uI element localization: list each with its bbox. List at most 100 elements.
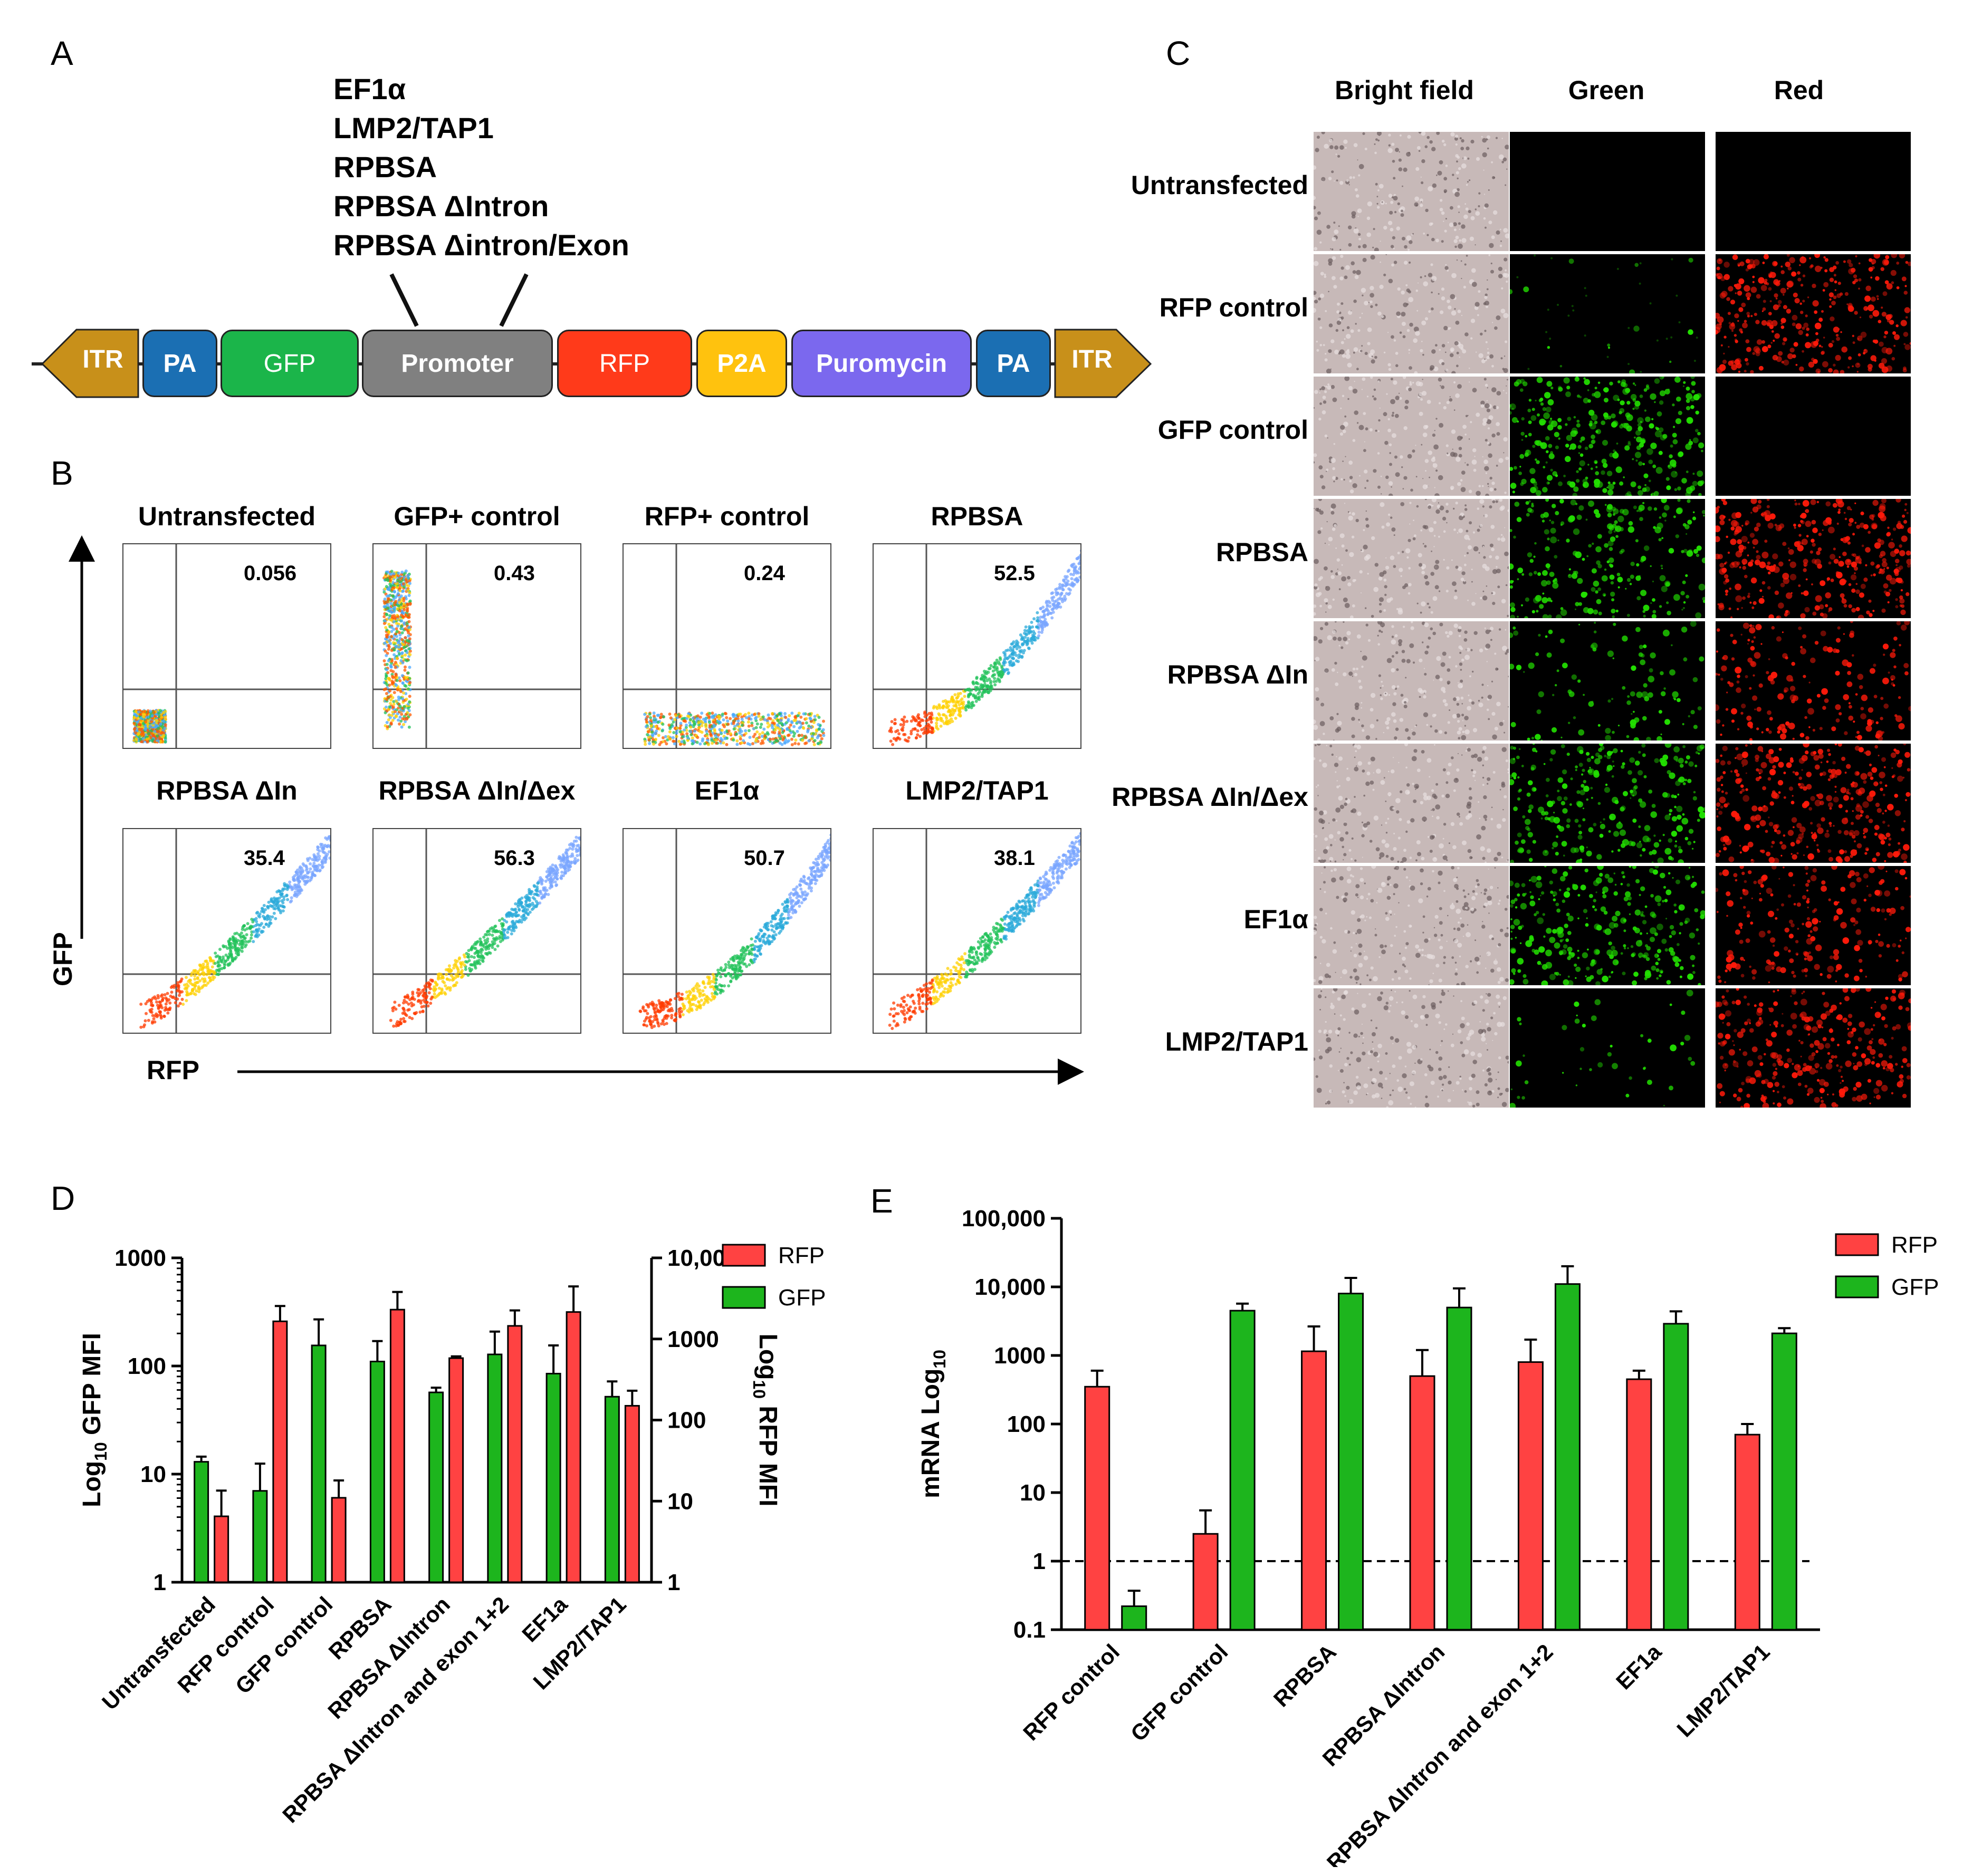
microscopy-image-red: [1713, 252, 1912, 376]
chart-d-ytick-left: 10: [140, 1461, 166, 1487]
p2a-segment: P2A: [696, 330, 787, 397]
chart-e-legend-gfp-swatch: [1835, 1275, 1879, 1298]
chart-d-bar-gfp: [369, 1361, 385, 1583]
rfp-segment: RFP: [557, 330, 692, 397]
microscopy-image-bright: [1313, 376, 1509, 498]
chart-d-legend-rfp-swatch: [722, 1244, 766, 1267]
microscopy-image-bright: [1311, 864, 1510, 987]
flow-x-axis-label: RFP: [147, 1055, 199, 1085]
chart-d-bar-gfp: [252, 1490, 268, 1583]
microscopy-image-green: [1508, 863, 1706, 987]
promoter-item: LMP2/TAP1: [333, 111, 494, 145]
pa-left: PA: [142, 330, 217, 397]
mic-col-red: Red: [1774, 75, 1824, 105]
panel-label-a: A: [51, 34, 73, 72]
chart-e-category-label: GFP control: [1126, 1639, 1233, 1746]
promoter-list: EF1α LMP2/TAP1 RPBSA RPBSA ΔIntron RPBSA…: [333, 70, 629, 265]
itr-right-shape: [1054, 329, 1152, 398]
chart-e-ytick: 10: [1020, 1480, 1046, 1506]
chart-e-category-label: RFP control: [1018, 1639, 1124, 1745]
microscopy-row-label: Untransfected: [1131, 170, 1308, 200]
flow-plot: [372, 828, 581, 1034]
chart-e-ylabel: mRNA Log10: [917, 1350, 949, 1498]
microscopy-image-bright: [1312, 497, 1510, 619]
chart-d-bar-rfp: [272, 1320, 288, 1583]
chart-d-bar-rfp: [624, 1404, 640, 1583]
chart-e-legend-gfp: GFP: [1891, 1274, 1939, 1300]
flow-percentage: 52.5: [994, 562, 1035, 585]
microscopy-image-bright: [1311, 253, 1509, 376]
flow-plot: [873, 543, 1081, 749]
flow-plot-title: GFP+ control: [394, 502, 560, 531]
chart-d-ytick-right: 10: [667, 1488, 693, 1514]
microscopy-row-label: RFP control: [1159, 293, 1308, 322]
mic-col-brightfield: Bright field: [1335, 75, 1474, 105]
mic-col-green: Green: [1568, 75, 1645, 105]
microscopy-row-label: EF1α: [1243, 905, 1308, 934]
chart-e-bar-rfp: [1192, 1533, 1219, 1631]
chart-d-ylabel-right: Log10 RFP MFI: [750, 1333, 782, 1506]
chart-e-ytick: 100: [1007, 1411, 1046, 1437]
flow-percentage: 38.1: [994, 846, 1035, 870]
chart-d-ytick-left: 1000: [114, 1245, 166, 1271]
puromycin-segment: Puromycin: [791, 330, 972, 397]
flow-plot: [122, 828, 331, 1034]
flow-plot: [372, 543, 581, 749]
flow-percentage: 50.7: [744, 846, 785, 870]
chart-e-category-label: EF1a: [1611, 1639, 1667, 1695]
microscopy-image-red: [1716, 377, 1911, 496]
chart-e-bar-gfp: [1338, 1293, 1364, 1631]
flow-plot-title: RFP+ control: [644, 502, 810, 531]
chart-e-bar-rfp: [1626, 1378, 1652, 1631]
flow-plot-title: EF1α: [694, 776, 760, 805]
chart-e-category-label: RPBSA ΔIntron and exon 1+2: [1322, 1639, 1558, 1867]
itr-right: ITR: [1071, 345, 1113, 373]
promoter-item: EF1α: [333, 72, 406, 105]
flow-plot: [623, 828, 831, 1034]
microscopy-image-green: [1507, 254, 1705, 376]
chart-e-category-label: RPBSA: [1269, 1639, 1341, 1711]
microscopy-image-green: [1508, 374, 1705, 498]
chart-e-ytick: 10,000: [974, 1274, 1046, 1300]
microscopy-row-label: RPBSA ΔIn: [1167, 660, 1308, 689]
chart-e-bar-gfp: [1663, 1323, 1689, 1631]
microscopy-image-bright: [1311, 620, 1510, 742]
panel-label-c: C: [1166, 34, 1191, 72]
chart-d-ytick-left: 1: [154, 1570, 166, 1595]
chart-e-bar-rfp: [1409, 1375, 1435, 1631]
chart-d-ytick-right: 1000: [667, 1326, 719, 1352]
promoter-item: RPBSA ΔIntron: [333, 189, 549, 223]
chart-e-bar-gfp: [1554, 1283, 1581, 1631]
chart-d-bar-gfp: [487, 1353, 503, 1583]
chart-e-legend-rfp: RFP: [1891, 1232, 1938, 1258]
chart-d-bar-gfp: [545, 1372, 561, 1583]
flow-percentage: 56.3: [494, 846, 535, 870]
microscopy-image-green: [1507, 620, 1705, 743]
microscopy-row-label: LMP2/TAP1: [1165, 1027, 1308, 1056]
chart-d-bar-gfp: [311, 1344, 327, 1583]
panel-label-d: D: [51, 1179, 75, 1217]
chart-e-bar-gfp: [1446, 1306, 1472, 1631]
flow-plot-title: Untransfected: [138, 502, 316, 531]
chart-e-ytick: 1000: [994, 1343, 1046, 1369]
microscopy-image-red: [1713, 986, 1913, 1110]
flow-plot-title: RPBSA ΔIn/Δex: [378, 776, 576, 805]
chart-e-bar-rfp: [1734, 1434, 1760, 1631]
chart-e-bar-rfp: [1517, 1361, 1544, 1631]
microscopy-image-green: [1507, 497, 1708, 621]
chart-d-bar-rfp: [566, 1311, 581, 1583]
chart-e: 0.1 1 10 100 1000 10,000 100,000 mRNA Log10 RFP …: [917, 1206, 1939, 1867]
flow-plot-title: RPBSA ΔIn: [156, 776, 298, 805]
pa-right: PA: [976, 330, 1051, 397]
chart-d-bar-rfp: [507, 1325, 523, 1583]
chart-d-bar-rfp: [214, 1515, 229, 1583]
chart-d-legend-rfp: RFP: [778, 1243, 825, 1268]
flow-plot: [873, 828, 1081, 1034]
microscopy-row-label: RPBSA ΔIn/Δex: [1112, 782, 1308, 812]
itr-left: ITR: [82, 345, 123, 373]
chart-e-ytick: 1: [1033, 1548, 1046, 1574]
chart-e-bar-rfp: [1301, 1350, 1327, 1631]
chart-e-bar-gfp: [1771, 1332, 1797, 1631]
chart-d-bar-rfp: [331, 1497, 347, 1583]
